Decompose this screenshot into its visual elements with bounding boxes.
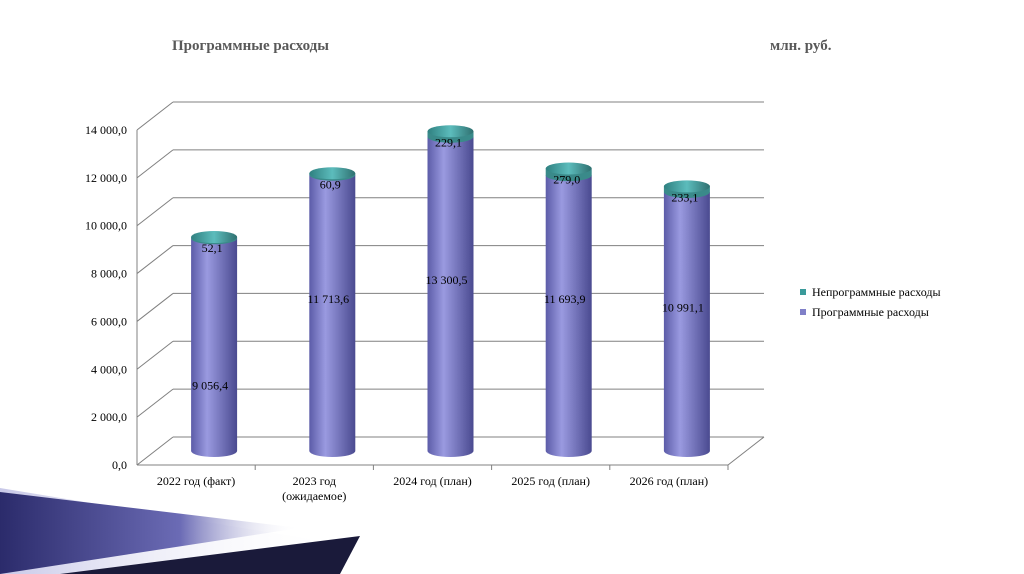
y-tick-label: 2 000,0 [91,410,127,424]
chart-unit: млн. руб. [770,38,832,54]
bar-program [427,136,474,458]
legend: Непрограммные расходы Программные расход… [800,282,941,322]
ribbon-dark [0,492,300,574]
data-label-program: 11 693,9 [544,292,586,306]
x-tick-label: 2022 год (факт) [157,474,235,488]
side-gridline [136,101,174,131]
legend-label-program: Программные расходы [812,304,929,319]
data-label-program: 13 300,5 [426,273,468,287]
data-label-program: 11 713,6 [308,292,350,306]
side-gridline [136,436,174,466]
y-tick-label: 12 000,0 [85,171,127,185]
bar-cap [427,125,474,138]
y-tick-label: 8 000,0 [91,267,127,281]
x-tick-label: 2023 год [293,474,336,488]
y-tick-label: 0,0 [112,458,127,472]
y-tick-label: 6 000,0 [91,314,127,328]
y-tick-label: 14 000,0 [85,123,127,137]
side-gridline [136,293,174,322]
side-gridline [136,388,174,418]
bar-program [663,191,710,458]
bar-cap [663,180,710,193]
legend-label-nonprogram: Непрограммные расходы [812,284,941,299]
legend-item-nonprogram: Непрограммные расходы [800,282,941,302]
side-gridline [136,340,174,370]
data-label-nonprogram: 279,0 [553,173,580,187]
side-gridline [136,197,174,227]
y-tick-label: 4 000,0 [91,362,127,376]
floor-edge [727,436,765,466]
y-tick-label: 10 000,0 [85,219,127,233]
data-label-nonprogram: 229,1 [435,135,462,149]
bar-cap [191,231,238,244]
ribbon-black [60,536,360,574]
bar-program [545,175,592,458]
legend-item-program: Программные расходы [800,302,941,322]
legend-swatch-nonprogram [800,289,806,295]
chart-title: Программные расходы [172,38,329,54]
data-label-program: 10 991,1 [662,300,704,314]
data-label-program: 9 056,4 [192,379,228,393]
x-tick-label: 2025 год (план) [511,474,590,488]
data-label-nonprogram: 52,1 [202,241,223,255]
x-tick-label: 2024 год (план) [393,474,472,488]
legend-swatch-program [800,309,806,315]
side-gridline [136,245,174,274]
x-tick-label: 2026 год (план) [630,474,709,488]
bar-program [191,238,238,458]
bar-cap [545,162,592,175]
data-label-nonprogram: 60,9 [320,177,341,191]
data-label-nonprogram: 233,1 [671,190,698,204]
x-tick-label: (ожидаемое) [282,489,346,503]
bar-program [309,174,356,458]
bar-cap [309,167,356,180]
side-gridline [136,149,174,179]
